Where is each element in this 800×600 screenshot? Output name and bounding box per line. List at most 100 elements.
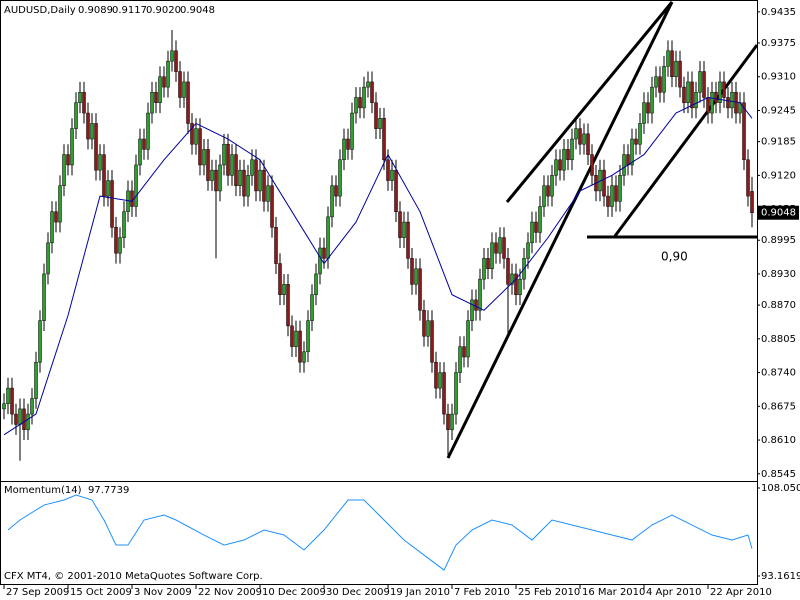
candle-body (610, 185, 614, 207)
candle-body (366, 81, 370, 88)
candle-body (746, 159, 750, 197)
current-price: 0.9048 (761, 208, 796, 219)
y-tick-label: 0.9435 (761, 7, 796, 18)
candle-body (186, 81, 190, 124)
candle-body (370, 81, 374, 103)
candle-body (254, 159, 258, 192)
candle-body (638, 123, 642, 145)
candle-body (70, 128, 74, 166)
candle-body (154, 92, 158, 103)
candle-body (602, 169, 606, 197)
candle-body (62, 154, 66, 186)
x-tick-label: 16 Mar 2010 (582, 587, 645, 598)
candle-body (422, 310, 426, 337)
candle-body (434, 361, 438, 389)
x-tick-label: 4 Apr 2010 (646, 587, 701, 598)
candle-body (90, 123, 94, 140)
y-tick-label: 108.0508 (761, 483, 800, 494)
candle-body (510, 273, 514, 285)
candle-body (18, 408, 22, 425)
candle-body (390, 169, 394, 181)
candle-body (530, 221, 534, 244)
candle-body (94, 123, 98, 171)
candle-body (578, 128, 582, 145)
price-box (757, 205, 799, 220)
candle-body (2, 403, 6, 410)
candle-body (178, 71, 182, 98)
candle-body (630, 138, 634, 166)
y-tick-label: 0.8675 (761, 401, 796, 412)
candle-body (194, 128, 198, 145)
candle-body (106, 180, 110, 197)
y-tick-label: 0.9310 (761, 72, 796, 83)
trend-line (505, 1, 674, 203)
candle-body (202, 149, 206, 166)
candle-body (658, 76, 662, 93)
candle-body (466, 320, 470, 358)
candle-body (606, 195, 610, 207)
candle-body (518, 278, 522, 295)
candle-body (570, 138, 574, 161)
candle-body (470, 299, 474, 321)
candle-body (742, 102, 746, 161)
y-tick-label: 0.9120 (761, 170, 796, 181)
candle-body (634, 138, 638, 145)
candle-body (618, 175, 622, 202)
y-tick-label: 93.1619 (761, 571, 800, 582)
candle-body (586, 133, 590, 155)
candle-body (482, 258, 486, 280)
candle-body (226, 143, 230, 176)
candle-body (458, 346, 462, 373)
candle-body (338, 159, 342, 197)
candle-body (386, 159, 390, 181)
candle-body (210, 169, 214, 181)
candle-body (282, 284, 286, 295)
candle-body (642, 102, 646, 124)
candle-body (698, 71, 702, 93)
x-tick-label: 22 Apr 2010 (710, 587, 772, 598)
candle-body (394, 169, 398, 212)
x-tick-label: 25 Feb 2010 (518, 587, 580, 598)
candle-body (42, 273, 46, 321)
candle-body (334, 185, 338, 197)
candle-body (678, 60, 682, 88)
candle-body (562, 149, 566, 171)
candle-body (410, 258, 414, 285)
candle-body (566, 149, 570, 161)
candle-body (542, 185, 546, 207)
candle-body (538, 206, 542, 233)
trend-line (613, 44, 759, 237)
candle-body (362, 86, 366, 109)
candle-body (102, 154, 106, 197)
candle-body (302, 351, 306, 363)
candle-body (706, 97, 710, 114)
x-tick-label: 19 Jan 2010 (390, 587, 450, 598)
y-tick-label: 0.8995 (761, 235, 796, 246)
candle-body (66, 154, 70, 166)
candle-body (142, 138, 146, 150)
indicator-title: Momentum(14) (4, 485, 82, 496)
candle-body (250, 159, 254, 176)
candle-body (670, 50, 674, 77)
candle-body (690, 81, 694, 109)
candle-body (582, 133, 586, 145)
trend-line (446, 1, 674, 459)
candle-body (574, 128, 578, 140)
indicator-line (7, 494, 753, 571)
candle-body (162, 76, 166, 88)
candle-body (550, 175, 554, 197)
candle-body (286, 284, 290, 327)
candle-body (450, 413, 454, 430)
y-tick-label: 0.8930 (761, 269, 796, 280)
candle-body (114, 226, 118, 254)
candle-body (702, 71, 706, 98)
candle-body (350, 112, 354, 150)
candle-body (614, 185, 618, 202)
candle-body (294, 330, 298, 347)
candle-body (98, 154, 102, 171)
candle-body (170, 50, 174, 62)
candle-body (626, 154, 630, 166)
candle-body (382, 118, 386, 161)
candle-body (722, 81, 726, 98)
